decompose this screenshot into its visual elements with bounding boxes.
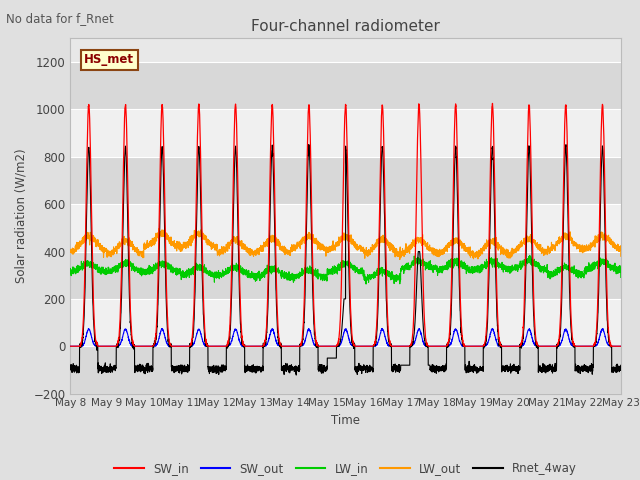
Bar (70, 346, 621, 394)
Legend: SW_in, SW_out, LW_in, LW_out, Rnet_4way: SW_in, SW_out, LW_in, LW_out, Rnet_4way (109, 457, 582, 480)
X-axis label: Time: Time (331, 414, 360, 427)
Title: Four-channel radiometer: Four-channel radiometer (251, 20, 440, 35)
Bar (70, 109, 621, 157)
Bar (70, 157, 621, 204)
Bar (70, 62, 621, 109)
Bar (70, 204, 621, 252)
Text: No data for f_Rnet: No data for f_Rnet (6, 12, 114, 25)
Text: HS_met: HS_met (84, 53, 134, 66)
Bar (70, 299, 621, 346)
Y-axis label: Solar radiation (W/m2): Solar radiation (W/m2) (15, 149, 28, 283)
Bar (70, 252, 621, 299)
